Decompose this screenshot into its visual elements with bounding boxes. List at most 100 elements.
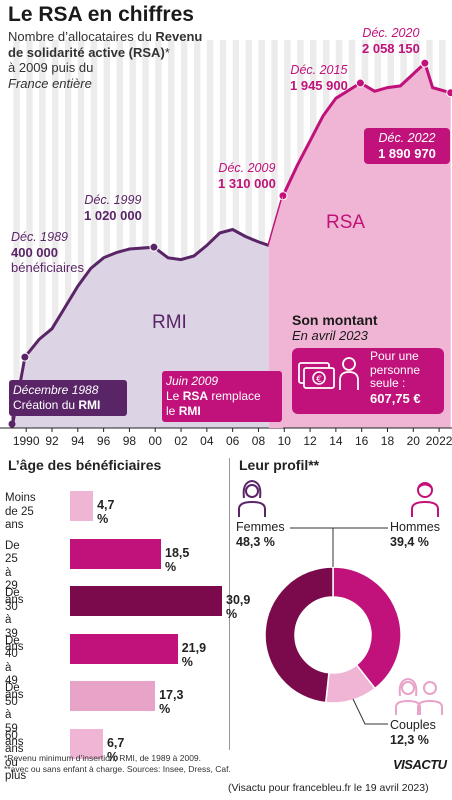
event-rmi-creation: Décembre 1988 Création du RMI [9, 380, 127, 416]
x-tick-label: 20 [407, 434, 421, 448]
x-tick-label: 1990 [13, 434, 40, 448]
age-section-title: L’âge des bénéficiaires [8, 457, 162, 473]
profile-hommes-name: Hommes [390, 520, 441, 534]
age-bar-value: 17,3 % [159, 688, 184, 716]
year-stripe [181, 40, 188, 428]
profile-hommes-value: 39,4 % [390, 535, 429, 549]
footnotes: *Revenu minimum d’insertion, RMI, de 198… [4, 753, 231, 774]
subtitle-line1: Nombre d’allocataires du Revenu [8, 29, 203, 44]
x-tick-label: 96 [97, 434, 111, 448]
profile-donut [264, 527, 402, 725]
amount-text: Pour une personne seule : 607,75 € [370, 349, 421, 406]
amount-value: 607,75 € [370, 390, 421, 406]
highlight-points [8, 58, 452, 428]
man-icon [411, 482, 439, 517]
profile-femmes-value: 48,3 % [236, 535, 275, 549]
annotation-1989: Déc. 1989 400 000 bénéficiaires [11, 230, 84, 275]
age-bar-value: 21,9 % [181, 640, 207, 669]
year-stripe [39, 40, 46, 428]
subtitle-line2: de solidarité active (RSA)* [8, 44, 170, 60]
x-axis: 1990 92 94 96 98 00 02 04 06 08 10 12 14 16 18 20 2022 [0, 427, 452, 448]
x-tick-label: 12 [303, 434, 317, 448]
x-tick-label: 92 [45, 434, 59, 448]
annotation-2020-value: 2 058 150 [362, 41, 420, 56]
profile-couples-name: Couples [390, 718, 436, 732]
age-bar-value: 4,7 % [97, 498, 115, 526]
amount-title-block: Son montant En avril 2023 [292, 312, 378, 343]
person-icon [339, 357, 359, 390]
subtitle-line4: France entière [8, 75, 92, 91]
x-tick-label: 18 [381, 434, 395, 448]
subtitle: Nombre d’allocataires du Revenu de solid… [8, 29, 268, 91]
data-point [149, 242, 159, 252]
profile-couples-value: 12,3 % [390, 733, 429, 747]
data-point [420, 58, 430, 68]
year-stripe [90, 40, 98, 428]
age-category-label: De 30 à 39 ans [5, 587, 24, 653]
age-category-label: 60 ans ou plus [5, 729, 27, 783]
year-stripe [142, 40, 149, 428]
x-tick-label: 10 [278, 434, 292, 448]
leader-couples [352, 698, 388, 725]
amount-text-line2: personne [370, 362, 421, 377]
annotation-2009: Déc. 2009 1 310 000 [218, 160, 276, 192]
donut-slice [332, 566, 402, 690]
profile-hommes: Hommes 39,4 % [390, 520, 440, 550]
annotation-2015: Déc. 2015 1 945 900 [290, 62, 348, 94]
x-tick-label: 04 [200, 434, 214, 448]
data-point [446, 88, 452, 98]
age-bar [70, 538, 161, 569]
age-bar [70, 586, 222, 616]
annotation-2020-date: Déc. 2020 [362, 26, 420, 40]
page-title: Le RSA en chiffres [8, 3, 194, 26]
svg-text:€: € [316, 375, 322, 385]
woman-icon [238, 479, 266, 517]
annotation-2009-date: Déc. 2009 [218, 161, 276, 175]
leader-hommes [332, 527, 388, 567]
x-tick-label: 00 [149, 434, 163, 448]
age-bar-value: 18,5 % [165, 545, 190, 574]
age-bar [70, 633, 178, 664]
profile-femmes-name: Femmes [236, 520, 285, 534]
year-stripe [155, 40, 162, 428]
visactu-logo: VISACTU [393, 757, 447, 772]
year-stripe [168, 40, 175, 428]
x-tick-label: 02 [174, 434, 188, 448]
annotation-1999-value: 1 020 000 [84, 208, 142, 223]
rmi-start-point [8, 420, 16, 428]
year-stripe [258, 40, 265, 428]
event-rmi-date: Décembre 1988 [13, 383, 99, 397]
year-stripe [129, 40, 136, 428]
year-stripe [13, 40, 20, 428]
amount-title: Son montant [292, 312, 378, 328]
data-point [20, 352, 30, 362]
annotation-1989-date: Déc. 1989 [11, 230, 68, 244]
age-category-label: Moins de 25 ans [5, 492, 36, 531]
event-rsa-date: Juin 2009 [166, 374, 219, 388]
amount-text-line3: seule : [370, 376, 406, 390]
profile-couples: Couples 12,3 % [390, 718, 436, 748]
annotation-2015-date: Déc. 2015 [290, 63, 348, 77]
couple-icon [395, 677, 443, 715]
annotation-2015-value: 1 945 900 [290, 78, 348, 93]
event-rsa-replaces: Juin 2009 Le RSA remplace le RMI [162, 371, 282, 422]
year-stripe [64, 40, 72, 428]
year-stripe [26, 40, 33, 428]
data-point [355, 78, 365, 88]
rmi-line [10, 227, 270, 429]
donut-slice [264, 566, 334, 704]
annotation-1999: Déc. 1999 1 020 000 [84, 192, 142, 224]
year-stripe [206, 40, 214, 428]
banknote-icon: € [298, 362, 335, 389]
age-bar [70, 491, 94, 521]
year-stripe [77, 40, 85, 428]
x-tick-label: 98 [123, 434, 137, 448]
x-tick-label: 06 [226, 434, 240, 448]
footnote-2: **avec ou sans enfant à charge. Sources:… [4, 763, 231, 774]
age-category-label: De 50 à 59 ans [5, 682, 24, 748]
amount-date: En avril 2023 [292, 328, 368, 343]
amount-box: € Pour une personne seule : 607,75 € [292, 348, 444, 414]
credit-line: (Visactu pour francebleu.fr le 19 avril … [228, 782, 429, 794]
event-rsa-line2: Le RSA remplace [166, 389, 261, 403]
rsa-area-label: RSA [326, 212, 366, 233]
